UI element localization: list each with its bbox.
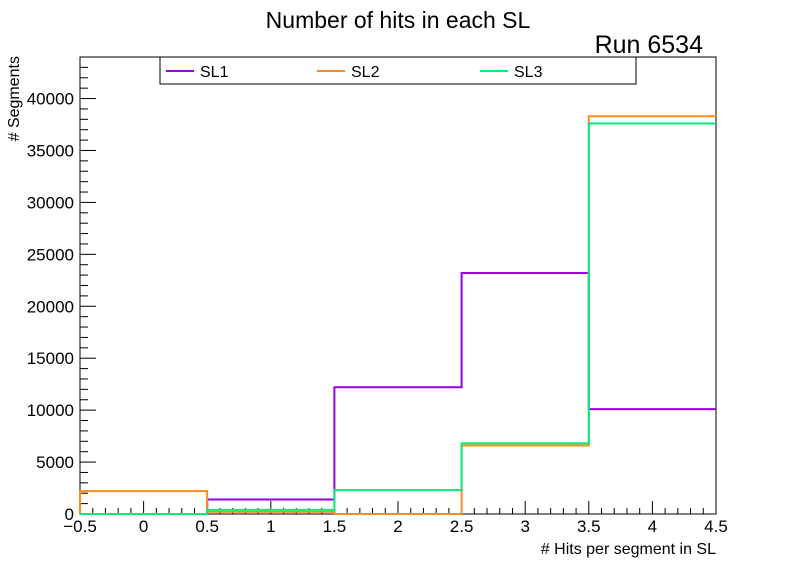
legend-label-sl2: SL2 bbox=[351, 64, 380, 81]
x-tick-label: −0.5 bbox=[63, 517, 97, 536]
y-tick-label: 0 bbox=[65, 505, 74, 524]
y-tick-label: 10000 bbox=[27, 401, 74, 420]
x-tick-label: 4.5 bbox=[704, 517, 728, 536]
x-tick-label: 2.5 bbox=[450, 517, 474, 536]
x-tick-label: 0 bbox=[139, 517, 148, 536]
legend-label-sl3: SL3 bbox=[514, 64, 543, 81]
y-tick-label: 35000 bbox=[27, 141, 74, 160]
y-tick-label: 30000 bbox=[27, 193, 74, 212]
axis-ticks-group: −0.5 0 0.5 1 1.5 2 2.5 3 3.5 4 4.50500010000150002… bbox=[27, 56, 728, 536]
y-tick-label: 20000 bbox=[27, 297, 74, 316]
plot-frame bbox=[79, 56, 717, 515]
x-tick-label: 3.5 bbox=[577, 517, 601, 536]
y-axis-title: # Segments bbox=[6, 56, 23, 141]
x-tick-label: 2 bbox=[393, 517, 402, 536]
series-line-sl3 bbox=[80, 122, 716, 515]
x-axis-title: # Hits per segment in SL bbox=[541, 541, 716, 558]
series-group bbox=[79, 115, 716, 515]
y-tick-label: 25000 bbox=[27, 245, 74, 264]
x-tick-label: 4 bbox=[648, 517, 657, 536]
x-tick-label: 1 bbox=[266, 517, 275, 536]
x-tick-label: 0.5 bbox=[195, 517, 219, 536]
y-tick-label: 5000 bbox=[36, 453, 74, 472]
run-label: Run 6534 bbox=[595, 31, 704, 59]
y-tick-label: 15000 bbox=[27, 349, 74, 368]
legend: SL1 SL2 SL3 bbox=[159, 56, 637, 85]
y-tick-label: 40000 bbox=[27, 90, 74, 109]
legend-label-sl1: SL1 bbox=[200, 64, 229, 81]
series-line-sl1 bbox=[80, 272, 716, 515]
chart-title: Number of hits in each SL bbox=[266, 7, 531, 33]
legend-box bbox=[159, 56, 637, 85]
plot-frame-group bbox=[79, 56, 717, 515]
x-tick-label: 1.5 bbox=[323, 517, 347, 536]
series-line-sl2 bbox=[79, 115, 716, 515]
x-tick-label: 3 bbox=[520, 517, 529, 536]
